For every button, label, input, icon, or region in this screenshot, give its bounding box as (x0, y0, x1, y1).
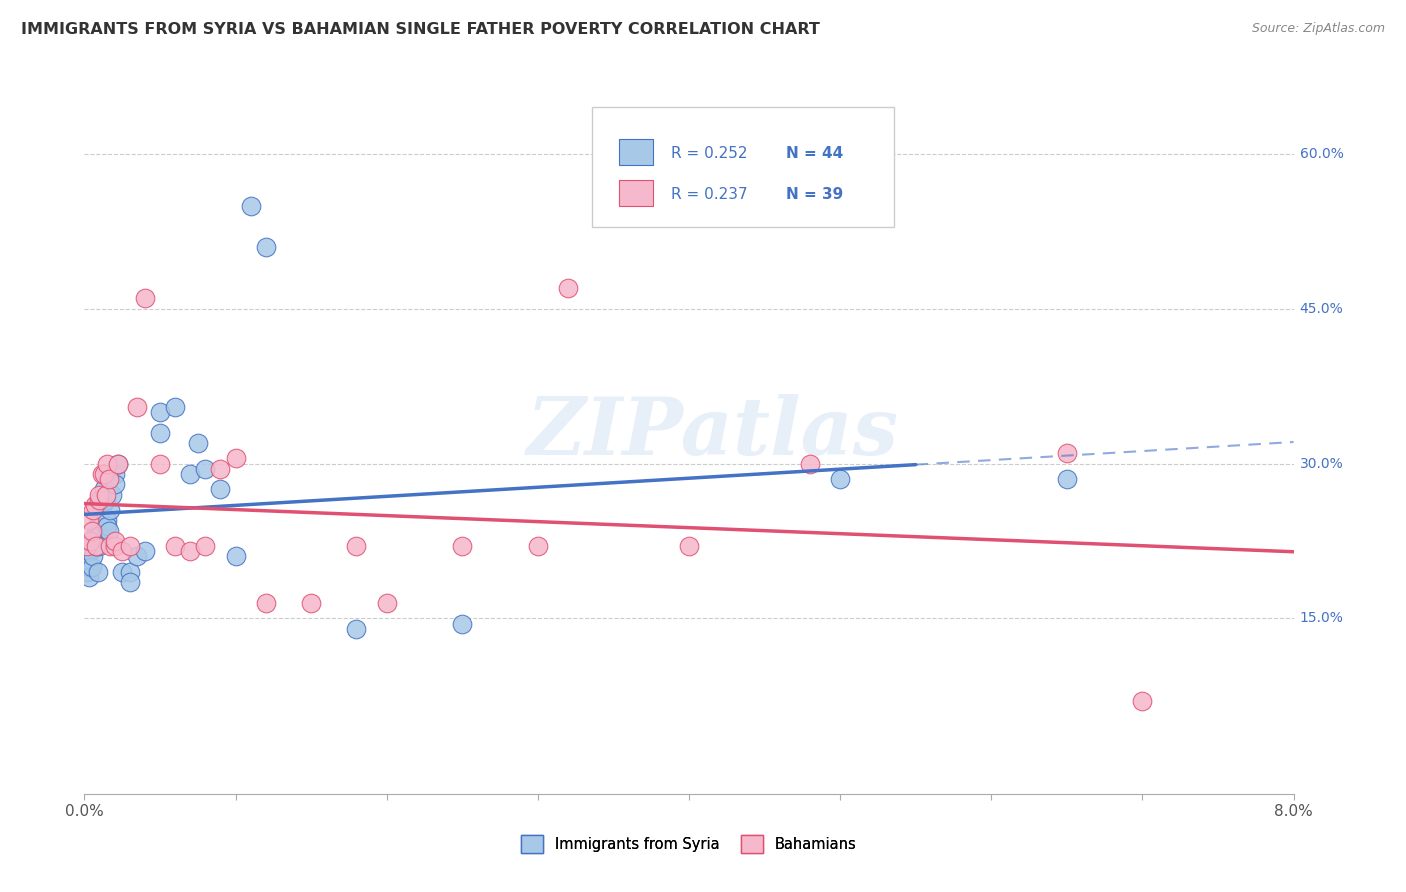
Point (118, 575, 141, 590)
Point (98, 539, 121, 553)
Point (179, 467, 201, 481)
Point (187, 436, 209, 450)
Point (93, 467, 115, 481)
Point (96, 518, 118, 533)
Point (254, 240, 277, 254)
Point (79, 533, 101, 548)
FancyBboxPatch shape (619, 180, 652, 206)
Point (89, 492, 111, 507)
Point (82, 549, 104, 564)
Point (107, 457, 129, 471)
Point (557, 281, 579, 295)
Point (118, 539, 141, 553)
Point (134, 544, 156, 558)
Text: N = 39: N = 39 (786, 186, 844, 202)
Point (84, 498, 107, 512)
Point (127, 549, 149, 564)
Point (89, 529, 111, 543)
Point (799, 457, 821, 471)
Point (451, 539, 474, 553)
Point (104, 467, 127, 481)
Point (80, 524, 103, 538)
Text: R = 0.252: R = 0.252 (671, 145, 748, 161)
Point (77, 570, 100, 584)
Text: 45.0%: 45.0% (1299, 301, 1343, 316)
Point (87, 565, 110, 579)
Point (80, 559, 103, 574)
Point (79, 544, 101, 558)
Text: ZIPatlas: ZIPatlas (527, 394, 900, 471)
Point (149, 405, 172, 419)
Legend: Immigrants from Syria, Bahamians: Immigrants from Syria, Bahamians (516, 830, 862, 859)
FancyBboxPatch shape (592, 108, 894, 227)
Point (678, 539, 700, 553)
Point (91, 467, 114, 481)
Point (107, 457, 129, 471)
Point (134, 292, 156, 306)
Point (91, 498, 114, 512)
Point (104, 533, 127, 548)
Point (82, 503, 104, 517)
Point (94, 487, 117, 501)
Text: 15.0%: 15.0% (1299, 611, 1344, 625)
Point (98, 503, 121, 517)
Point (830, 472, 852, 486)
Point (209, 462, 232, 476)
Point (346, 539, 368, 553)
Point (149, 457, 172, 471)
Point (127, 400, 149, 414)
Point (225, 451, 247, 466)
Point (104, 539, 127, 553)
Point (149, 425, 172, 440)
Point (451, 616, 474, 631)
Point (100, 487, 122, 501)
Point (165, 539, 187, 553)
Point (104, 477, 127, 491)
Point (118, 565, 141, 579)
Point (254, 596, 277, 610)
Text: IMMIGRANTS FROM SYRIA VS BAHAMIAN SINGLE FATHER POVERTY CORRELATION CHART: IMMIGRANTS FROM SYRIA VS BAHAMIAN SINGLE… (21, 22, 820, 37)
Point (76, 539, 98, 553)
Point (86, 539, 108, 553)
Point (82, 539, 104, 553)
Point (89, 513, 111, 527)
Point (96, 513, 118, 527)
Point (94, 492, 117, 507)
Point (86, 539, 108, 553)
Text: 60.0%: 60.0% (1299, 147, 1344, 161)
Text: R = 0.237: R = 0.237 (671, 186, 748, 202)
Point (1056, 446, 1078, 460)
Point (93, 483, 115, 497)
Point (77, 513, 100, 527)
FancyBboxPatch shape (619, 139, 652, 165)
Point (165, 400, 187, 414)
Text: N = 44: N = 44 (786, 145, 844, 161)
Point (76, 565, 98, 579)
Point (77, 559, 100, 574)
Point (527, 539, 550, 553)
Point (346, 622, 368, 636)
Point (89, 487, 111, 501)
Point (1132, 694, 1154, 708)
Point (89, 539, 111, 553)
Text: 30.0%: 30.0% (1299, 457, 1343, 471)
Point (96, 457, 118, 471)
Point (179, 544, 201, 558)
Point (225, 549, 247, 564)
Point (97, 524, 120, 538)
Point (111, 565, 134, 579)
Text: Source: ZipAtlas.com: Source: ZipAtlas.com (1251, 22, 1385, 36)
Point (1056, 472, 1078, 486)
Point (111, 544, 134, 558)
Point (209, 483, 232, 497)
Point (375, 596, 398, 610)
Point (97, 472, 120, 486)
Point (84, 529, 107, 543)
Point (299, 596, 322, 610)
Point (91, 503, 114, 517)
Point (239, 198, 262, 212)
Point (194, 462, 217, 476)
Point (194, 539, 217, 553)
